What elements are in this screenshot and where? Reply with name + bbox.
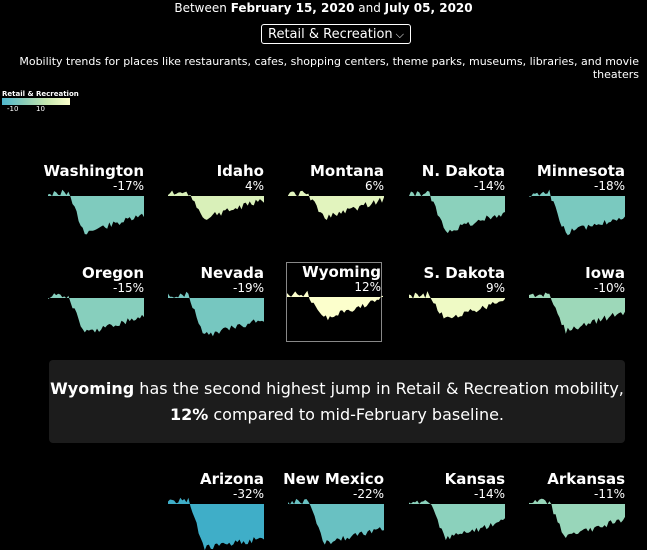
state-area-chart	[48, 189, 144, 235]
state-area	[287, 290, 383, 321]
state-change-value: -14%	[473, 487, 505, 501]
state-tile[interactable]: Arizona -32%	[168, 470, 264, 550]
state-tile[interactable]: Nevada -19%	[168, 264, 264, 344]
state-area	[529, 189, 625, 236]
state-name: Nevada	[200, 264, 265, 282]
state-name: Iowa	[585, 264, 625, 282]
state-tile[interactable]: Oregon -15%	[48, 264, 144, 344]
category-description: Mobility trends for places like restaura…	[19, 55, 639, 81]
state-area	[48, 189, 144, 235]
state-tile[interactable]: Minnesota -18%	[529, 162, 625, 242]
state-name: New Mexico	[283, 470, 384, 488]
state-area-chart	[529, 498, 625, 538]
legend-tick-low: -10	[7, 105, 19, 113]
state-tile[interactable]: Iowa -10%	[529, 264, 625, 344]
state-name: N. Dakota	[421, 162, 505, 180]
state-name: S. Dakota	[423, 264, 505, 282]
state-change-value: 4%	[244, 179, 264, 193]
state-change-value: -17%	[112, 179, 144, 193]
state-area-chart	[409, 291, 505, 319]
state-change-value: -15%	[112, 281, 144, 295]
tooltip-state: Wyoming	[50, 379, 135, 398]
state-area-chart	[409, 190, 505, 234]
state-area	[168, 497, 264, 550]
legend-color-bar	[2, 98, 70, 105]
state-area-chart	[48, 293, 144, 333]
tooltip-value: 12%	[169, 405, 209, 424]
legend-ticks: -10 10	[2, 105, 79, 114]
state-change-value: 6%	[364, 179, 384, 193]
legend-tick-high: 10	[36, 105, 45, 113]
state-change-value: -32%	[232, 487, 264, 501]
state-area-chart	[168, 190, 264, 220]
state-area	[288, 498, 384, 545]
state-area-chart	[287, 290, 383, 321]
state-change-value: -10%	[593, 281, 625, 295]
state-change-value: -18%	[593, 179, 625, 193]
state-area-chart	[288, 498, 384, 545]
highlight-tooltip: Wyoming has the second highest jump in R…	[49, 360, 625, 443]
state-name: Wyoming	[302, 263, 381, 281]
state-area-chart	[168, 497, 264, 550]
state-area	[409, 291, 505, 319]
state-change-value: -11%	[593, 487, 625, 501]
state-tile[interactable]: Montana 6%	[288, 162, 384, 242]
state-name: Montana	[309, 162, 384, 180]
state-tile[interactable]: New Mexico -22%	[283, 470, 384, 550]
state-area-chart	[409, 500, 505, 541]
state-name: Minnesota	[536, 162, 625, 180]
tooltip-text-end: compared to mid-February baseline.	[213, 405, 505, 424]
state-tile[interactable]: Kansas -14%	[409, 470, 505, 550]
state-area	[288, 190, 384, 220]
state-area-chart	[168, 291, 264, 337]
state-tile[interactable]: Washington -17%	[44, 162, 144, 242]
state-change-value: 12%	[354, 280, 381, 294]
state-area	[48, 293, 144, 333]
category-select-value: Retail & Recreation	[268, 27, 393, 42]
state-area	[409, 190, 505, 234]
state-area	[409, 500, 505, 541]
start-date: February 15, 2020	[230, 1, 355, 15]
state-area	[529, 292, 625, 334]
state-change-value: -14%	[473, 179, 505, 193]
state-change-value: 9%	[485, 281, 505, 295]
state-tile[interactable]: Wyoming 12%	[286, 262, 383, 342]
state-area	[168, 190, 264, 220]
state-area-chart	[288, 190, 384, 220]
state-name: Oregon	[81, 264, 144, 282]
state-change-value: -22%	[352, 487, 384, 501]
state-name: Kansas	[444, 470, 505, 488]
state-name: Idaho	[216, 162, 264, 180]
state-name: Arizona	[200, 470, 264, 488]
state-tile[interactable]: N. Dakota -14%	[409, 162, 505, 242]
state-name: Washington	[43, 162, 144, 180]
chevron-down-icon: ⌵	[395, 28, 404, 41]
date-prefix: Between	[174, 1, 227, 15]
state-tile[interactable]: S. Dakota 9%	[409, 264, 505, 344]
date-range-header: Between February 15, 2020 and July 05, 2…	[0, 0, 647, 16]
state-name: Arkansas	[547, 470, 625, 488]
state-change-value: -19%	[232, 281, 264, 295]
date-and: and	[358, 1, 381, 15]
end-date: July 05, 2020	[384, 1, 473, 15]
legend-title: Retail & Recreation	[2, 90, 79, 98]
category-select[interactable]: Retail & Recreation ⌵	[261, 24, 411, 44]
state-area	[529, 498, 625, 538]
state-area-chart	[529, 292, 625, 334]
state-area-chart	[529, 189, 625, 236]
state-tile[interactable]: Idaho 4%	[168, 162, 264, 242]
tooltip-text-mid: has the second highest jump in Retail & …	[139, 379, 624, 398]
state-area	[168, 291, 264, 337]
color-legend: Retail & Recreation -10 10	[2, 90, 79, 114]
state-tile[interactable]: Arkansas -11%	[529, 470, 625, 550]
